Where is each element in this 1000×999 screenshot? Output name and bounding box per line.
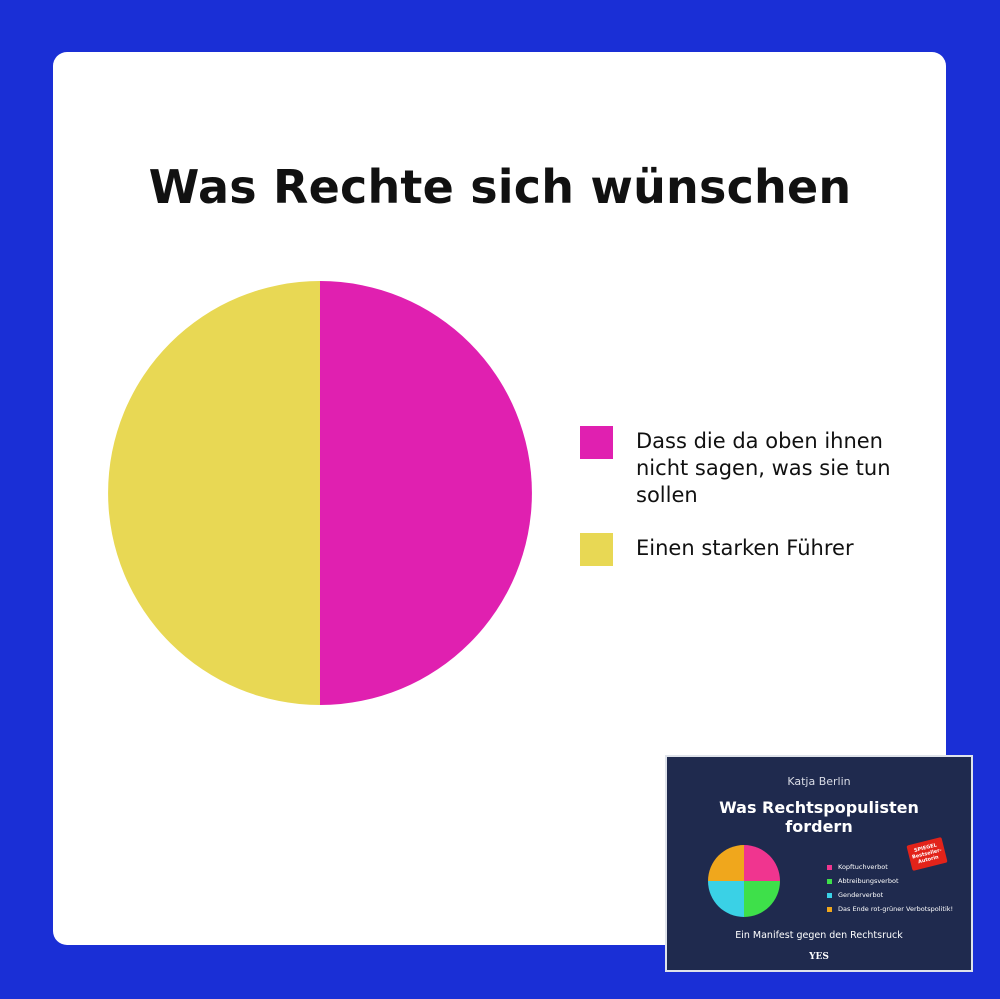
legend-label: Dass die da oben ihnen nicht sagen, was …: [636, 429, 891, 507]
book-pie-slice: [708, 881, 744, 917]
book-pie-chart: [708, 845, 780, 917]
book-pie-slice: [708, 845, 744, 881]
book-legend-item: Genderverbot: [827, 888, 953, 902]
book-legend-swatch: [827, 892, 832, 898]
pie-slice-dass-die-da-oben: [320, 281, 532, 705]
book-legend-swatch: [827, 878, 832, 884]
chart-title: Was Rechte sich wünschen: [148, 160, 852, 214]
book-legend-label: Kopftuchverbot: [838, 863, 888, 871]
book-title-line: fordern: [785, 817, 853, 836]
book-author: Katja Berlin: [787, 775, 851, 788]
legend-label: Einen starken Führer: [636, 536, 854, 560]
book-legend-swatch: [827, 864, 832, 870]
chart-legend: Dass die da oben ihnen nicht sagen, was …: [580, 426, 920, 590]
book-legend-label: Abtreibungsverbot: [838, 877, 899, 885]
legend-swatch-yellow: [580, 533, 613, 566]
legend-item: Einen starken Führer: [580, 533, 920, 566]
book-title: Was Rechtspopulisten fordern: [667, 798, 971, 836]
book-legend-label: Genderverbot: [838, 891, 884, 899]
book-legend-item: Das Ende rot-grüner Verbotspolitik!: [827, 902, 953, 916]
pie-slice-starker-fuehrer: [108, 281, 320, 705]
book-legend-item: Abtreibungsverbot: [827, 874, 953, 888]
publisher-logo: YES: [809, 952, 829, 962]
legend-item: Dass die da oben ihnen nicht sagen, was …: [580, 426, 920, 509]
book-legend-label: Das Ende rot-grüner Verbotspolitik!: [838, 905, 954, 913]
book-legend: Kopftuchverbot Abtreibungsverbot Genderv…: [827, 860, 953, 916]
book-title-line: Was Rechtspopulisten: [719, 798, 919, 817]
book-cover: Katja Berlin Was Rechtspopulisten forder…: [665, 755, 973, 972]
book-subtitle: Ein Manifest gegen den Rechtsruck: [735, 930, 903, 941]
book-legend-swatch: [827, 906, 832, 912]
book-pie-slice: [744, 845, 780, 881]
book-pie-slice: [744, 881, 780, 917]
legend-swatch-magenta: [580, 426, 613, 459]
book-legend-item: Kopftuchverbot: [827, 860, 953, 874]
